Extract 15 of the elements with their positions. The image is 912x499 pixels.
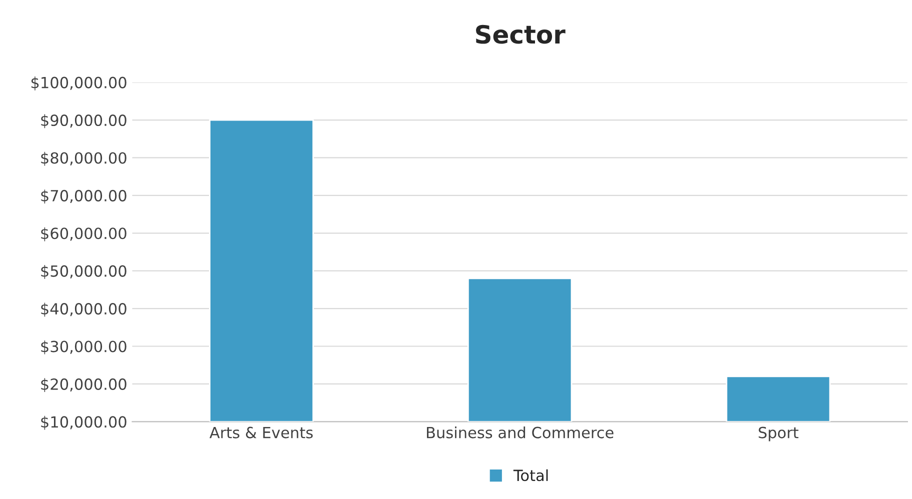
y-tick-label: $10,000.00 <box>41 416 126 430</box>
y-tick-label: $70,000.00 <box>41 190 126 204</box>
y-tick-label: $80,000.00 <box>41 152 126 166</box>
y-tick-label: $60,000.00 <box>41 227 126 242</box>
chart-title: Sector <box>476 24 566 44</box>
x-tick-label: Sport <box>758 426 798 442</box>
legend-label: Total <box>513 469 548 482</box>
y-tick-label: $20,000.00 <box>41 378 126 392</box>
y-tick-label: $30,000.00 <box>41 340 126 354</box>
y-tick-label: $40,000.00 <box>41 302 126 317</box>
y-tick-label: $50,000.00 <box>41 265 126 279</box>
y-tick-label: $90,000.00 <box>41 114 126 128</box>
x-tick-label: Arts & Events <box>210 426 313 438</box>
y-tick-label: $100,000.00 <box>31 76 126 90</box>
x-tick-label: Business and Commerce <box>426 426 614 438</box>
